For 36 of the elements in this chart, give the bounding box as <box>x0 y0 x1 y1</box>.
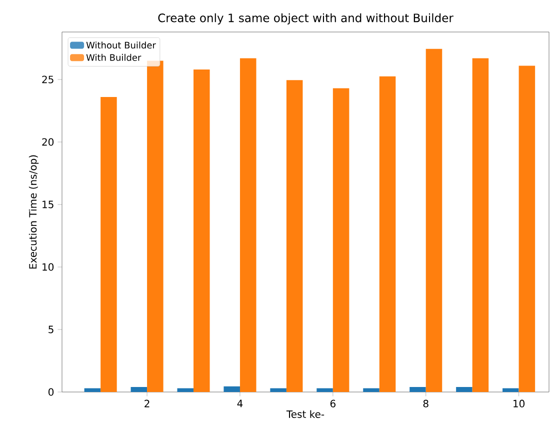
y-axis-title: Execution Time (ns/op) <box>28 155 39 269</box>
bar <box>363 388 380 392</box>
bar <box>456 387 472 392</box>
y-tick-label: 20 <box>42 138 54 146</box>
bar <box>502 388 519 392</box>
x-tick-label: 2 <box>144 400 150 408</box>
x-axis-title: Test ke- <box>286 410 324 418</box>
y-tick-label: 25 <box>42 76 54 84</box>
legend-label: Without Builder <box>86 42 156 49</box>
bar <box>472 58 489 392</box>
bar <box>270 388 286 392</box>
y-tick-label: 0 <box>48 388 54 396</box>
bar <box>240 58 256 392</box>
x-tick-label: 4 <box>237 400 243 408</box>
bar <box>177 388 194 392</box>
bar <box>410 387 426 392</box>
bar <box>316 388 333 392</box>
x-tick-label: 8 <box>423 400 428 408</box>
x-tick-label: 10 <box>514 400 525 408</box>
x-tick-label: 6 <box>330 400 336 408</box>
chart-title: Create only 1 same object with and without Builder <box>158 13 454 24</box>
bar <box>379 76 396 392</box>
bar <box>518 66 536 392</box>
y-tick-label: 10 <box>42 263 54 271</box>
y-tick-label: 5 <box>48 326 54 334</box>
bar <box>224 386 240 392</box>
legend-label: With Builder <box>86 54 142 61</box>
bar <box>286 80 303 392</box>
y-tick-label: 15 <box>42 200 54 208</box>
bar <box>194 70 210 392</box>
bar <box>332 88 350 392</box>
bar <box>147 60 164 392</box>
bar <box>84 388 101 392</box>
bar <box>100 97 117 392</box>
bar <box>130 387 148 392</box>
bar <box>426 48 442 392</box>
